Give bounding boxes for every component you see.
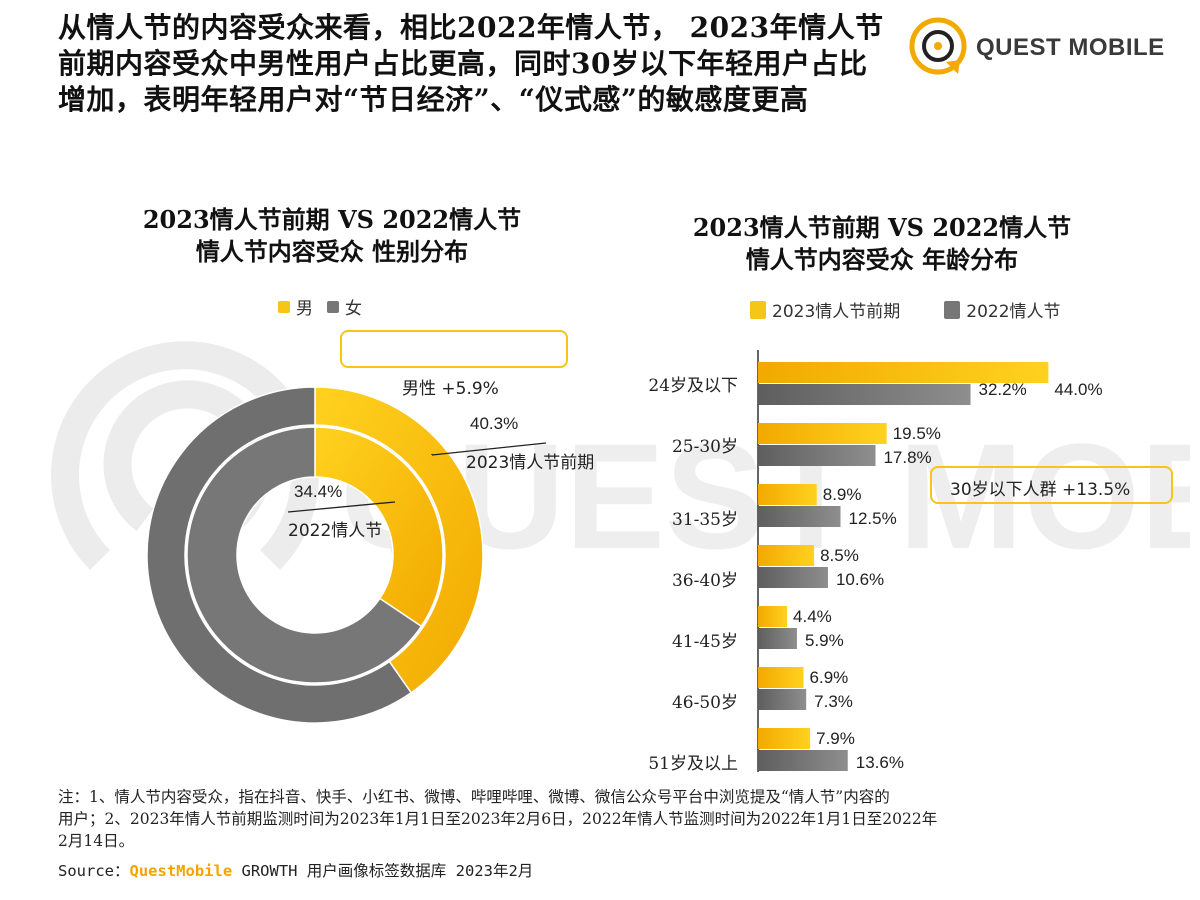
gender-chart-title: 2023情人节前期 VS 2022情人节 情人节内容受众 性别分布 — [122, 204, 542, 268]
bar-2023-0 — [758, 362, 1049, 383]
age-legend: 2023情人节前期 2022情人节 — [750, 297, 1061, 322]
bar-2022-0 — [758, 384, 971, 405]
footnote-line-1: 注：1、情人节内容受众，指在抖音、快手、小红书、微博、哔哩哔哩、微博、微信公众号… — [58, 788, 890, 806]
category-label-3: 36-40岁 — [672, 571, 738, 591]
bar-2022-5 — [758, 689, 807, 710]
value-label-2023-0: 44.0% — [1054, 380, 1102, 399]
bar-2022-6 — [758, 750, 848, 771]
outer-series-label: 2023情人节前期 — [466, 453, 595, 473]
value-label-2023-4: 4.4% — [793, 607, 832, 626]
legend-label-female: 女 — [345, 299, 362, 319]
value-label-2022-2: 12.5% — [849, 509, 897, 528]
category-label-4: 41-45岁 — [672, 632, 738, 652]
value-label-2022-6: 13.6% — [856, 753, 904, 772]
donut-outer-female-slice — [146, 386, 413, 724]
inner-series-label: 2022情人节 — [288, 521, 383, 541]
legend-swatch-female — [327, 300, 339, 313]
value-label-2023-5: 6.9% — [810, 668, 849, 687]
gender-callout-box — [340, 330, 568, 368]
headline-line-2: 前期内容受众中男性用户占比更高，同时30岁以下年轻用户占比 — [58, 47, 868, 80]
donut-inner-female-slice — [186, 426, 423, 684]
bar-2022-2 — [758, 506, 841, 527]
value-label-2023-6: 7.9% — [816, 729, 855, 748]
age-title-line-2: 情人节内容受众 年龄分布 — [745, 245, 1019, 274]
value-label-2022-0: 32.2% — [979, 380, 1027, 399]
legend-label-2023: 2023情人节前期 — [772, 302, 901, 322]
bar-2022-4 — [758, 628, 797, 649]
bar-2023-6 — [758, 728, 811, 749]
age-callout-box — [930, 466, 1173, 504]
source-brand: QuestMobile — [129, 862, 233, 880]
source-rest: GROWTH 用户画像标签数据库 2023年2月 — [232, 862, 534, 880]
value-label-2023-1: 19.5% — [893, 424, 941, 443]
age-title-line-1: 2023情人节前期 VS 2022情人节 — [692, 213, 1072, 242]
gender-title-line-1: 2023情人节前期 VS 2022情人节 — [142, 205, 522, 234]
footnote-line-3: 2月14日。 — [58, 832, 135, 850]
value-label-2023-2: 8.9% — [823, 485, 862, 504]
value-label-2023-3: 8.5% — [820, 546, 859, 565]
bar-2022-1 — [758, 445, 876, 466]
footnote-line-2: 用户；2、2023年情人节前期监测时间为2023年1月1日至2023年2月6日，… — [58, 810, 938, 828]
outer-leader-line — [431, 442, 547, 456]
page-headline: 从情人节的内容受众来看，相比2022年情人节， 2023年情人节 前期内容受众中… — [58, 10, 918, 118]
headline-line-1: 从情人节的内容受众来看，相比2022年情人节， 2023年情人节 — [58, 11, 884, 44]
brand-name: QUEST MOBILE — [976, 34, 1165, 61]
category-label-2: 31-35岁 — [672, 510, 738, 530]
value-label-2022-1: 17.8% — [883, 448, 931, 467]
legend-swatch-2022 — [944, 300, 961, 319]
source-line: Source：QuestMobile GROWTH 用户画像标签数据库 2023… — [58, 859, 533, 881]
inner-leader-line — [287, 501, 396, 513]
category-label-6: 51岁及以上 — [648, 754, 738, 774]
value-label-2022-5: 7.3% — [814, 692, 853, 711]
quest-mobile-logo-icon — [909, 17, 967, 75]
category-label-1: 25-30岁 — [672, 437, 738, 457]
legend-swatch-male — [278, 300, 290, 313]
donut-outer-male-slice — [314, 386, 484, 694]
headline-line-3: 增加，表明年轻用户对“节日经济”、“仪式感”的敏感度更高 — [58, 83, 809, 116]
bar-2023-5 — [758, 667, 804, 688]
legend-swatch-2023 — [750, 300, 766, 319]
legend-label-male: 男 — [296, 299, 313, 319]
age-annotation: 30岁以下人群 +13.5% — [950, 480, 1131, 500]
inner-pct-label: 34.4% — [294, 482, 343, 501]
value-label-2022-3: 10.6% — [836, 570, 884, 589]
value-label-2022-4: 5.9% — [805, 631, 844, 650]
age-chart-title: 2023情人节前期 VS 2022情人节 情人节内容受众 年龄分布 — [672, 212, 1092, 276]
gender-annotation: 男性 +5.9% — [402, 379, 499, 399]
source-prefix: Source： — [58, 862, 130, 880]
bar-2023-3 — [758, 545, 815, 566]
bar-2023-2 — [758, 484, 817, 505]
bar-2023-4 — [758, 606, 788, 627]
category-label-5: 46-50岁 — [672, 693, 738, 713]
legend-label-2022: 2022情人节 — [966, 302, 1061, 322]
gender-legend: 男 女 — [278, 294, 362, 319]
footnote: 注：1、情人节内容受众，指在抖音、快手、小红书、微博、哔哩哔哩、微博、微信公众号… — [58, 786, 1168, 852]
category-label-0: 24岁及以下 — [648, 376, 738, 396]
age-bar-chart: 44.0% 32.2% 24岁及以下 19.5% 17.8% 25-30岁 8.9% 12.5… — [648, 350, 1103, 774]
donut-leader-lines — [287, 442, 547, 513]
bar-2023-1 — [758, 423, 887, 444]
bar-2022-3 — [758, 567, 828, 588]
gender-donut-chart — [146, 386, 484, 724]
gender-title-line-2: 情人节内容受众 性别分布 — [195, 237, 469, 266]
outer-pct-label: 40.3% — [470, 414, 519, 433]
donut-inner-male-slice — [314, 426, 444, 628]
